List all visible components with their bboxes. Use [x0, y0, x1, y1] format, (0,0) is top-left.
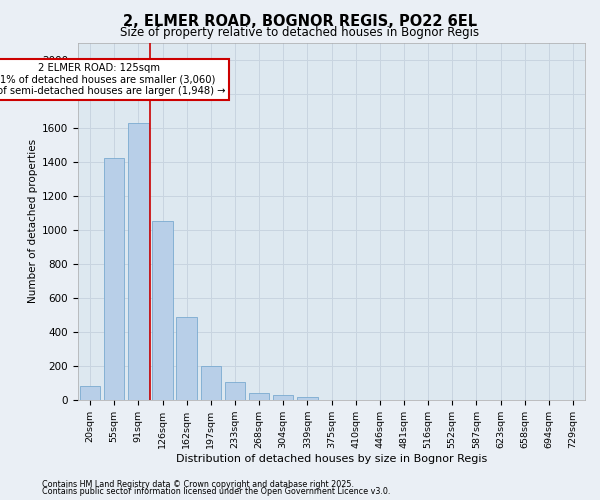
Text: Contains HM Land Registry data © Crown copyright and database right 2025.: Contains HM Land Registry data © Crown c… [42, 480, 354, 489]
Bar [104, 158, 124, 400]
Text: 2 ELMER ROAD: 125sqm
← 61% of detached houses are smaller (3,060)
39% of semi-de: 2 ELMER ROAD: 125sqm ← 61% of detached h… [0, 63, 225, 96]
Text: 2, ELMER ROAD, BOGNOR REGIS, PO22 6EL: 2, ELMER ROAD, BOGNOR REGIS, PO22 6EL [123, 14, 477, 29]
Y-axis label: Number of detached properties: Number of detached properties [28, 139, 38, 304]
Bar [152, 221, 173, 400]
Bar [200, 366, 221, 400]
Text: Size of property relative to detached houses in Bognor Regis: Size of property relative to detached ho… [121, 26, 479, 39]
Bar [176, 316, 197, 400]
Bar [297, 398, 317, 400]
X-axis label: Distribution of detached houses by size in Bognor Regis: Distribution of detached houses by size … [176, 454, 487, 464]
Bar [128, 122, 149, 400]
Text: Contains public sector information licensed under the Open Government Licence v3: Contains public sector information licen… [42, 487, 391, 496]
Bar [224, 382, 245, 400]
Bar [273, 395, 293, 400]
Bar [249, 393, 269, 400]
Bar [80, 386, 100, 400]
